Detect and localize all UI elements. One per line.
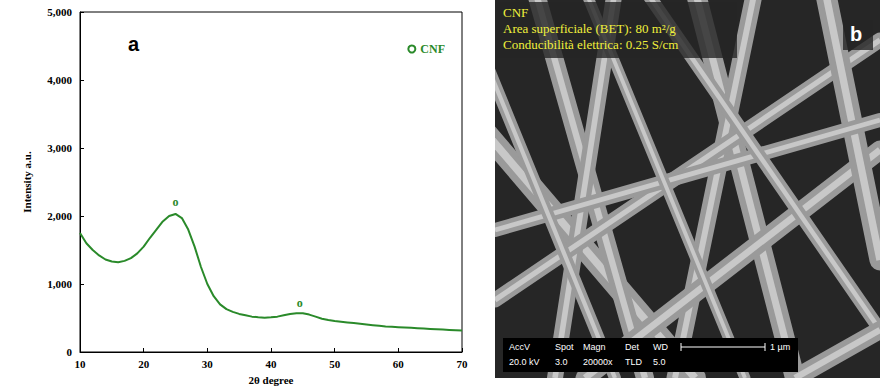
svg-text:60: 60: [393, 358, 405, 370]
svg-text:5,000: 5,000: [47, 6, 72, 18]
svg-text:o: o: [173, 195, 179, 209]
svg-text:50: 50: [329, 358, 341, 370]
html-text:Spot: Spot: [555, 342, 574, 352]
svg-text:20: 20: [138, 358, 150, 370]
svg-text:10: 10: [75, 358, 87, 370]
svg-text:70: 70: [457, 358, 469, 370]
svg-text:40: 40: [266, 358, 278, 370]
html-text:Magn: Magn: [583, 342, 606, 352]
html-text:CNF: CNF: [503, 5, 529, 20]
html-text:1 µm: 1 µm: [770, 342, 791, 352]
svg-text:a: a: [128, 33, 140, 55]
html-text:AccV: AccV: [509, 342, 530, 352]
html-text:20000x: 20000x: [583, 357, 613, 367]
html-text:Conducibilità elettrica: 0.25: Conducibilità elettrica: 0.25 S/cm: [503, 37, 679, 52]
svg-text:30: 30: [202, 358, 214, 370]
html-text:3.0: 3.0: [555, 357, 568, 367]
html-text:20.0 kV: 20.0 kV: [509, 357, 540, 367]
html-text:Area superficiale (BET): 80 m²: Area superficiale (BET): 80 m²/g: [503, 21, 676, 36]
svg-text:2,000: 2,000: [47, 210, 72, 222]
svg-text:o: o: [297, 296, 303, 310]
svg-text:4,000: 4,000: [47, 74, 72, 86]
svg-text:0: 0: [67, 346, 73, 358]
html-text:TLD: TLD: [625, 357, 642, 367]
svg-text:CNF: CNF: [420, 42, 445, 56]
html-text:Det: Det: [625, 342, 639, 352]
svg-text:2θ degree: 2θ degree: [249, 374, 294, 386]
svg-text:1,000: 1,000: [47, 278, 72, 290]
html-text:b: b: [850, 23, 863, 45]
html-text:5.0: 5.0: [653, 357, 666, 367]
svg-text:3,000: 3,000: [47, 142, 72, 154]
html-text:WD: WD: [653, 342, 668, 352]
svg-text:Intensity a.u.: Intensity a.u.: [21, 151, 33, 213]
